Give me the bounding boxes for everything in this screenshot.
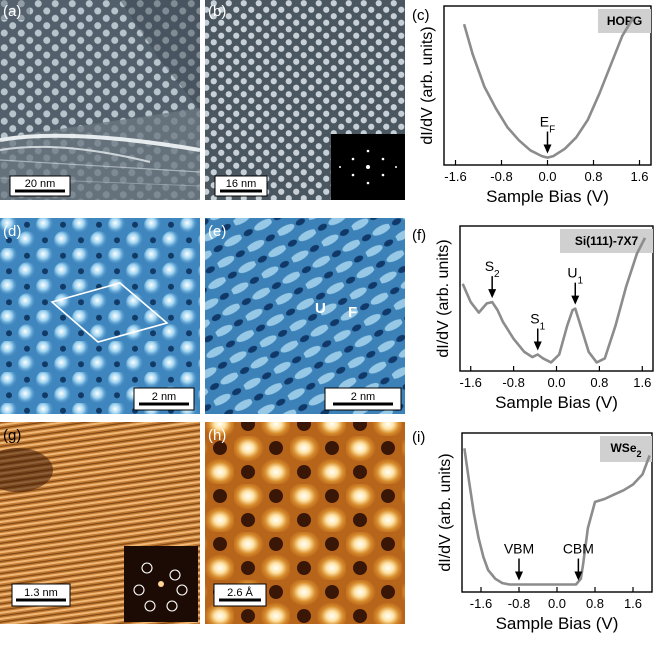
panel-label-e: (e) <box>208 223 226 240</box>
x-tick-label-i: 1.6 <box>624 596 642 611</box>
scale-bar-h: 2.6 Å <box>227 586 253 599</box>
panel-label-i: (i) <box>412 429 425 446</box>
sample-label-f: Si(111)-7X7 <box>575 234 639 248</box>
fft-spots-b <box>339 149 397 185</box>
chart-c: -1.6 -0.8 0.0 0.8 1.6 Sample Bias (V) dI/dV (a… <box>419 5 652 206</box>
annotation-label-c: EF <box>540 114 555 136</box>
scale-bar-b: 16 nm <box>226 178 257 190</box>
x-tick-label-f: -0.8 <box>502 375 524 390</box>
y-axis-label-f: dI/dV (arb. units) <box>435 239 452 357</box>
stm-image-d <box>0 218 200 414</box>
scale-bar-e: 2 nm <box>351 391 375 403</box>
panel-label-c: (c) <box>412 7 430 24</box>
sample-label-i: WSe2 <box>610 441 641 459</box>
sample-label-c: HOPG <box>607 14 642 28</box>
x-tick-label-f: 1.6 <box>633 375 651 390</box>
x-tick-label-i: 0.8 <box>586 596 604 611</box>
panel-label-b: (b) <box>208 3 226 20</box>
scale-bar-a: 20 nm <box>25 178 56 190</box>
stm-image-e <box>205 218 405 414</box>
unit-cell-outline <box>50 282 169 343</box>
x-axis-label-f: Sample Bias (V) <box>495 393 618 412</box>
x-tick-label-i: -1.6 <box>470 596 492 611</box>
fft-rings-g <box>133 562 188 612</box>
series-line-c <box>462 16 635 159</box>
sample-label-box-i <box>600 436 652 462</box>
series-line-f <box>461 237 647 364</box>
annotation-label-f: S2 <box>485 258 500 280</box>
panel-d: 2 nm (d) <box>0 218 200 414</box>
annotation-arrowhead-f <box>488 289 497 299</box>
annotation-label-i: VBM <box>504 541 534 557</box>
panel-label-f: (f) <box>412 227 426 244</box>
chart-f: -1.6 -0.8 0.0 0.8 1.6 Sample Bias (V) dI/dV (a… <box>435 225 654 412</box>
panel-c: (c) -1.6 -0.8 0.0 0.8 1.6 Sample Bias (V) dI/d… <box>412 5 652 206</box>
x-axis-label-i: Sample Bias (V) <box>496 614 619 633</box>
sample-label-box-f <box>560 229 653 253</box>
panel-b: 16 nm (b) <box>205 0 405 200</box>
x-tick-label-c: 1.6 <box>630 169 648 184</box>
panel-g: 1.3 nm (g) <box>0 422 200 624</box>
x-tick-label-f: 0.0 <box>547 375 565 390</box>
panel-label-g: (g) <box>3 427 21 444</box>
y-axis-label-i: dI/dV (arb. units) <box>437 453 454 571</box>
annotation-label-f: S1 <box>530 311 545 333</box>
x-tick-label-f: -1.6 <box>460 375 482 390</box>
x-tick-label-c: 0.8 <box>584 169 602 184</box>
annotation-label-i: CBM <box>563 541 594 557</box>
panel-h: 2.6 Å (h) <box>205 422 405 624</box>
label-F: F <box>348 304 357 321</box>
x-tick-label-c: 0.0 <box>538 169 556 184</box>
chart-i: -1.6 -0.8 0.0 0.8 1.6 Sample Bias (V) dI/dV (a… <box>437 432 653 633</box>
x-tick-label-f: 0.8 <box>590 375 608 390</box>
x-tick-label-i: -0.8 <box>508 596 530 611</box>
annotation-arrowhead-f <box>533 341 542 351</box>
panel-i: (i) -1.6 -0.8 0.0 0.8 1.6 Sample Bias (V) dI/d… <box>412 429 653 633</box>
annotation-label-f: U1 <box>567 265 583 287</box>
panel-a: 20 nm (a) <box>0 0 200 200</box>
panel-e: U F 2 nm (e) <box>205 218 405 414</box>
series-line-i <box>463 448 651 586</box>
x-tick-label-c: -1.6 <box>444 169 466 184</box>
x-tick-label-i: 0.0 <box>548 596 566 611</box>
x-tick-label-c: -0.8 <box>490 169 512 184</box>
annotation-arrowhead-c <box>543 144 552 154</box>
sample-label-box-c <box>598 9 651 33</box>
annotation-arrowhead-i <box>515 571 523 581</box>
label-U: U <box>315 300 326 317</box>
panel-label-h: (h) <box>208 427 226 444</box>
panel-label-a: (a) <box>3 3 21 20</box>
annotation-arrowhead-f <box>571 295 580 305</box>
x-axis-label-c: Sample Bias (V) <box>486 187 609 206</box>
scale-bar-g: 1.3 nm <box>24 587 58 599</box>
scale-bar-d: 2 nm <box>152 391 176 403</box>
panel-f: (f) -1.6 -0.8 0.0 0.8 1.6 Sample Bias (V) dI/d… <box>412 225 654 412</box>
y-axis-label-c: dI/dV (arb. units) <box>419 26 436 144</box>
annotation-arrowhead-i <box>574 571 583 581</box>
panel-label-d: (d) <box>3 223 21 240</box>
